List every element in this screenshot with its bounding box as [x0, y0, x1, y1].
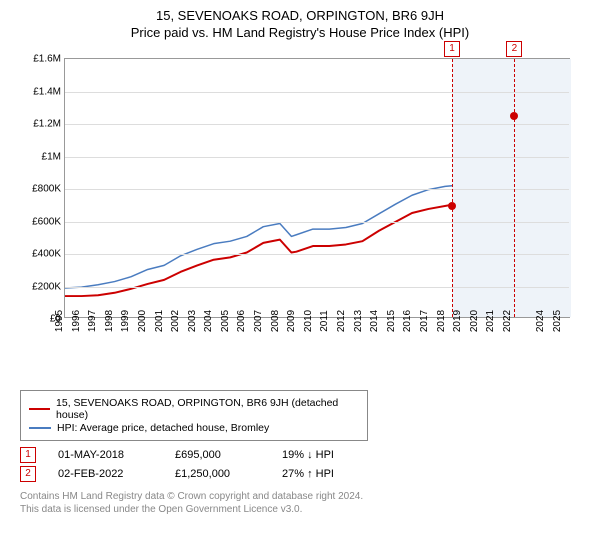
- sale-marker-2: [510, 112, 518, 120]
- title-main: 15, SEVENOAKS ROAD, ORPINGTON, BR6 9JH: [0, 8, 600, 23]
- legend-swatch: [29, 427, 51, 429]
- xtick-label: 2008: [270, 310, 281, 332]
- legend-label: 15, SEVENOAKS ROAD, ORPINGTON, BR6 9JH (…: [56, 397, 359, 421]
- xtick-label: 2004: [203, 310, 214, 332]
- sale-row-badge: 2: [20, 466, 36, 482]
- sale-marker-1: [448, 202, 456, 210]
- sale-date: 02-FEB-2022: [58, 468, 153, 480]
- gridline: [65, 222, 569, 223]
- sale-badge-2: 2: [506, 41, 522, 57]
- sale-row-badge: 1: [20, 447, 36, 463]
- xtick-label: 2019: [452, 310, 463, 332]
- xtick-label: 2003: [187, 310, 198, 332]
- xtick-label: 2025: [552, 310, 563, 332]
- ytick-label: £1.4M: [33, 86, 65, 97]
- legend-box: 15, SEVENOAKS ROAD, ORPINGTON, BR6 9JH (…: [20, 390, 368, 441]
- sale-vs-hpi: 27% ↑ HPI: [282, 468, 372, 480]
- xtick-label: 2001: [153, 310, 164, 332]
- xtick-label: 2015: [386, 310, 397, 332]
- gridline: [65, 157, 569, 158]
- footer-line1: Contains HM Land Registry data © Crown c…: [20, 490, 580, 503]
- chart-container: 15, SEVENOAKS ROAD, ORPINGTON, BR6 9JH P…: [0, 0, 600, 516]
- xtick-label: 2005: [220, 310, 231, 332]
- xtick-label: 2009: [286, 310, 297, 332]
- xtick-label: 2007: [253, 310, 264, 332]
- ytick-label: £1.2M: [33, 119, 65, 130]
- ytick-label: £400K: [32, 249, 65, 260]
- footer-line2: This data is licensed under the Open Gov…: [20, 503, 580, 516]
- footer-attribution: Contains HM Land Registry data © Crown c…: [20, 490, 580, 516]
- title-sub: Price paid vs. HM Land Registry's House …: [0, 25, 600, 40]
- legend-item: 15, SEVENOAKS ROAD, ORPINGTON, BR6 9JH (…: [29, 397, 359, 421]
- xtick-label: 1999: [120, 310, 131, 332]
- sale-date: 01-MAY-2018: [58, 449, 153, 461]
- sale-price: £695,000: [175, 449, 260, 461]
- gridline: [65, 92, 569, 93]
- xtick-label: 2021: [485, 310, 496, 332]
- gridline: [65, 287, 569, 288]
- sale-price: £1,250,000: [175, 468, 260, 480]
- sale-vertical-line: [514, 59, 515, 317]
- ytick-label: £1M: [42, 151, 65, 162]
- xtick-label: 2022: [502, 310, 513, 332]
- xtick-label: 2020: [469, 310, 480, 332]
- chart-area: £0£200K£400K£600K£800K£1M£1.2M£1.4M£1.6M…: [20, 50, 580, 350]
- ytick-label: £200K: [32, 281, 65, 292]
- xtick-label: 2016: [402, 310, 413, 332]
- xtick-label: 2010: [303, 310, 314, 332]
- xtick-label: 2017: [419, 310, 430, 332]
- xtick-label: 2011: [320, 310, 331, 332]
- plot-area: £0£200K£400K£600K£800K£1M£1.2M£1.4M£1.6M…: [64, 58, 570, 318]
- xtick-label: 1995: [54, 310, 65, 332]
- forecast-band: [452, 59, 571, 317]
- sales-table: 1 01-MAY-2018 £695,000 19% ↓ HPI 2 02-FEB-202…: [20, 447, 580, 482]
- gridline: [65, 189, 569, 190]
- sale-vertical-line: [452, 59, 453, 317]
- ytick-label: £600K: [32, 216, 65, 227]
- sale-vs-hpi: 19% ↓ HPI: [282, 449, 372, 461]
- gridline: [65, 124, 569, 125]
- xtick-label: 1997: [87, 310, 98, 332]
- gridline: [65, 254, 569, 255]
- ytick-label: £800K: [32, 184, 65, 195]
- xtick-label: 2018: [435, 310, 446, 332]
- sale-badge-1: 1: [444, 41, 460, 57]
- sale-row: 1 01-MAY-2018 £695,000 19% ↓ HPI: [20, 447, 580, 463]
- xtick-label: 2012: [336, 310, 347, 332]
- xtick-label: 1996: [70, 310, 81, 332]
- legend-label: HPI: Average price, detached house, Brom…: [57, 422, 269, 434]
- legend-swatch: [29, 408, 50, 410]
- xtick-label: 2014: [369, 310, 380, 332]
- xtick-label: 2024: [535, 310, 546, 332]
- sale-row: 2 02-FEB-2022 £1,250,000 27% ↑ HPI: [20, 466, 580, 482]
- xtick-label: 2000: [137, 310, 148, 332]
- xtick-label: 2006: [236, 310, 247, 332]
- xtick-label: 2002: [170, 310, 181, 332]
- xtick-label: 2013: [352, 310, 363, 332]
- title-block: 15, SEVENOAKS ROAD, ORPINGTON, BR6 9JH P…: [0, 0, 600, 44]
- ytick-label: £1.6M: [33, 54, 65, 65]
- xtick-label: 1998: [104, 310, 115, 332]
- legend-item: HPI: Average price, detached house, Brom…: [29, 422, 359, 434]
